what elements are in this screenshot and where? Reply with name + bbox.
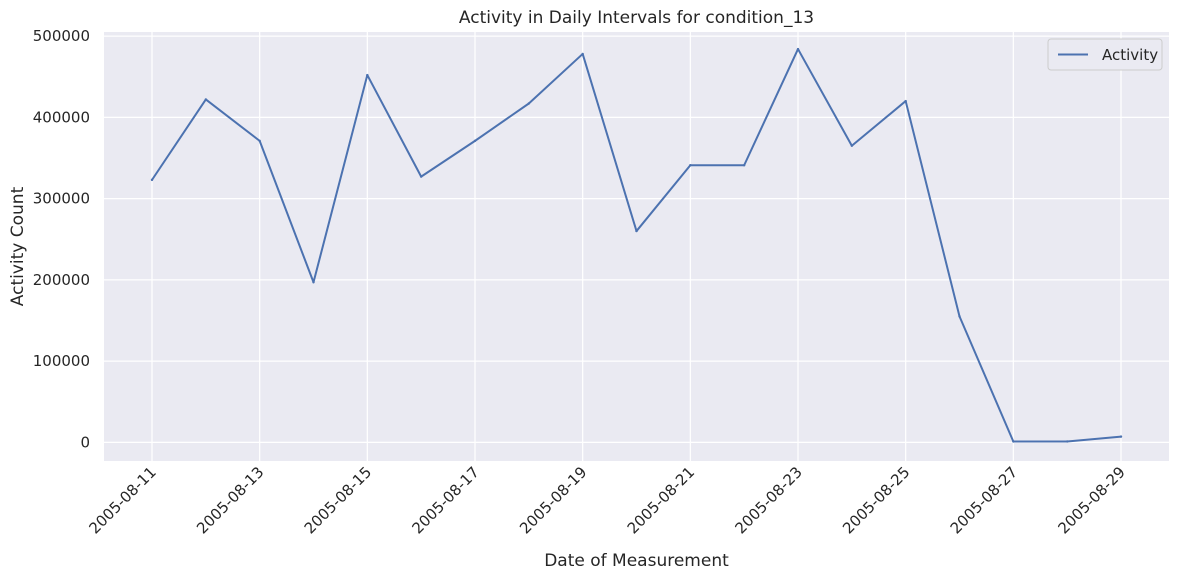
data-point — [366, 73, 369, 77]
legend-box — [1047, 38, 1163, 71]
plot-area — [104, 32, 1169, 461]
x-axis-label: Date of Measurement — [544, 551, 729, 571]
x-gridlines — [151, 32, 1122, 461]
data-point — [635, 229, 638, 233]
data-point — [958, 315, 961, 318]
x-tick-label: 2005-08-13 — [193, 463, 267, 537]
x-tick-label: 2005-08-19 — [516, 463, 590, 537]
x-tick-label: 2005-08-25 — [839, 463, 913, 537]
chart-title: Activity in Daily Intervals for conditio… — [459, 8, 814, 28]
data-point — [850, 144, 854, 147]
legend-label-activity: Activity — [1102, 46, 1158, 64]
data-point — [312, 281, 315, 284]
data-point — [527, 102, 531, 105]
x-tick-label: 2005-08-29 — [1054, 463, 1128, 537]
data-point — [1119, 435, 1123, 438]
data-point — [581, 52, 584, 56]
y-tick-label: 200000 — [33, 271, 90, 289]
y-axis-label: Activity Count — [8, 186, 28, 306]
x-tick-label: 2005-08-17 — [408, 463, 482, 537]
y-tick-label: 300000 — [33, 190, 90, 208]
y-tick-label: 500000 — [33, 27, 90, 45]
data-point — [742, 164, 746, 167]
data-point — [796, 47, 800, 51]
x-tick-label: 2005-08-23 — [731, 463, 805, 537]
x-tick-label: 2005-08-15 — [301, 463, 375, 537]
data-point — [689, 164, 692, 167]
y-tick-label: 400000 — [33, 108, 90, 126]
x-tick-label: 2005-08-21 — [624, 463, 698, 537]
data-point — [150, 178, 154, 182]
data-point — [204, 98, 208, 101]
data-point — [419, 175, 423, 178]
x-tick-label: 2005-08-27 — [947, 463, 1021, 537]
data-point — [1065, 440, 1069, 443]
data-point — [258, 139, 261, 143]
legend: Activity — [1047, 38, 1163, 71]
series-layer — [150, 47, 1123, 443]
x-axis-ticks: 2005-08-11 2005-08-13 2005-08-15 2005-08-17… — [85, 463, 1128, 537]
x-tick-label: 2005-08-11 — [85, 463, 159, 537]
data-point — [473, 139, 477, 143]
data-point — [1012, 440, 1015, 443]
data-point — [904, 99, 907, 103]
y-tick-label: 100000 — [33, 352, 90, 370]
y-axis-ticks: 0 100000 200000 300000 400000 500000 — [33, 27, 90, 451]
y-tick-label: 0 — [80, 433, 90, 451]
